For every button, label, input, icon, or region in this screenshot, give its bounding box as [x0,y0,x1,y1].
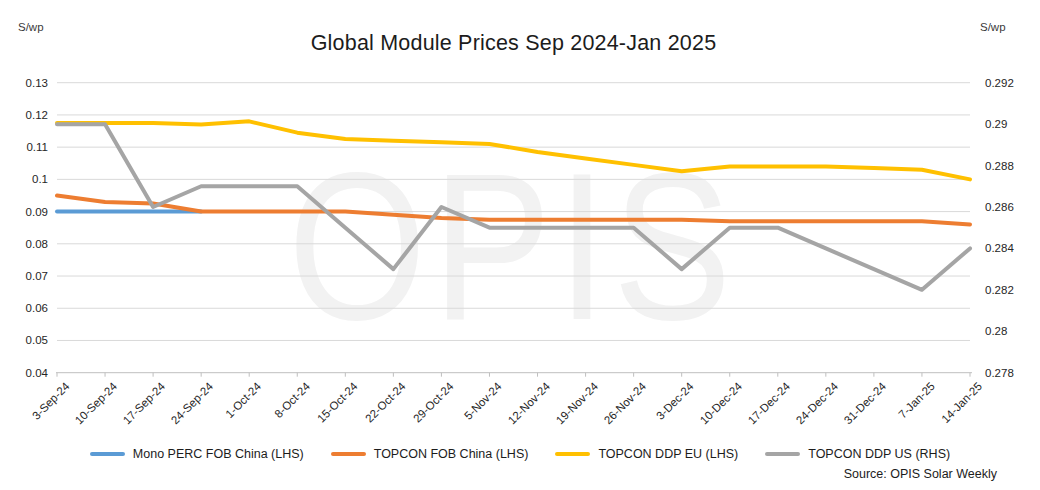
right-axis-tick-label: 0.29 [985,117,1031,131]
legend-item-mono-perc-fob-china[interactable]: Mono PERC FOB China (LHS) [90,447,304,461]
legend-marker-topcon-eu [555,452,590,457]
legend: Mono PERC FOB China (LHS) TOPCON FOB Chi… [0,447,1040,461]
legend-label: TOPCON DDP EU (LHS) [598,447,738,461]
left-axis-tick-label: 0.07 [8,269,48,283]
legend-marker-topcon-us [765,452,800,457]
right-axis-tick-label: 0.286 [985,200,1031,214]
right-axis-tick-label: 0.288 [985,159,1031,173]
legend-marker-mono-perc [90,452,125,457]
source-note: Source: OPIS Solar Weekly [697,467,997,481]
chart-canvas: S/wp S/wp Global Module Prices Sep 2024-… [0,0,1040,490]
left-axis-tick-label: 0.12 [8,108,48,122]
right-axis-tick-label: 0.28 [985,324,1031,338]
left-axis-tick-label: 0.08 [8,237,48,251]
right-axis-tick-label: 0.284 [985,241,1031,255]
legend-label: TOPCON FOB China (LHS) [374,447,529,461]
left-axis-tick-label: 0.06 [8,301,48,315]
legend-item-topcon-ddp-eu[interactable]: TOPCON DDP EU (LHS) [555,447,738,461]
right-axis-tick-label: 0.282 [985,283,1031,297]
left-axis-tick-label: 0.11 [8,140,48,154]
right-axis-tick-label: 0.292 [985,76,1031,90]
legend-label: Mono PERC FOB China (LHS) [133,447,304,461]
right-axis-tick-label: 0.278 [985,366,1031,380]
legend-item-topcon-ddp-us[interactable]: TOPCON DDP US (RHS) [765,447,950,461]
legend-item-topcon-fob-china[interactable]: TOPCON FOB China (LHS) [331,447,529,461]
legend-label: TOPCON DDP US (RHS) [808,447,950,461]
left-axis-tick-label: 0.09 [8,205,48,219]
left-axis-tick-label: 0.13 [8,76,48,90]
left-axis-tick-label: 0.1 [8,172,48,186]
legend-marker-topcon-fob [331,452,366,457]
left-axis-tick-label: 0.05 [8,333,48,347]
line-topcon-ddp-eu-lhs [57,121,970,179]
left-axis-tick-label: 0.04 [8,366,48,380]
line-topcon-fob-china-lhs [57,195,970,224]
